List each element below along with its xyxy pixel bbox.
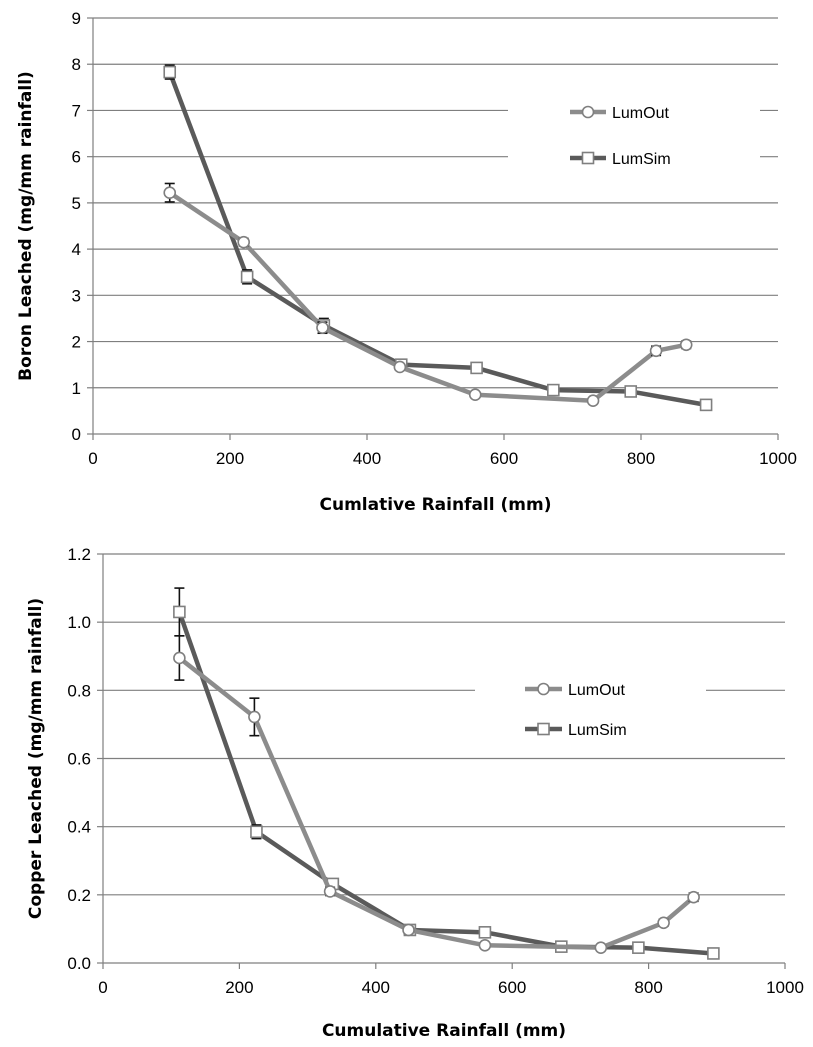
copper-y-tick-label: 0.2 — [67, 886, 91, 905]
boron-x-tick-label: 200 — [216, 449, 244, 468]
copper-y-tick-label: 0.0 — [67, 954, 91, 973]
boron-y-tick-label: 1 — [72, 379, 81, 398]
copper-series-lumout-line — [177, 656, 696, 950]
copper-y-tick-label: 0.6 — [67, 750, 91, 769]
copper-point-lumsim — [478, 926, 492, 939]
boron-point-lumsim — [547, 383, 560, 397]
copper-point-lumsim — [707, 947, 720, 960]
boron-series-lumsim-line — [167, 71, 707, 408]
copper-x-tick-label: 0 — [98, 978, 107, 997]
boron-point-lumout — [393, 360, 407, 374]
boron-y-tick-label: 0 — [72, 425, 81, 444]
boron-x-tick-label: 400 — [353, 449, 381, 468]
boron-y-tick-label: 8 — [72, 55, 81, 74]
copper-x-tick-label: 400 — [362, 978, 390, 997]
boron-x-axis-label: Cumlative Rainfall (mm) — [320, 495, 552, 515]
copper-point-lumout — [402, 923, 415, 937]
boron-point-lumout — [163, 186, 177, 200]
boron-chart: 0 200 400 600 800 1000 0 1 2 3 4 5 6 7 8 9 Cumlative R… — [16, 9, 797, 515]
copper-series-lumsim-line — [177, 611, 714, 956]
boron-legend-marker-lumsim — [581, 151, 595, 165]
boron-y-tick-label: 2 — [72, 333, 81, 352]
copper-point-lumsim — [250, 825, 263, 839]
boron-x-tick-label: 0 — [88, 449, 97, 468]
boron-x-tick-label: 800 — [627, 449, 655, 468]
boron-point-lumout — [237, 235, 250, 249]
copper-x-tick-label: 1000 — [766, 978, 804, 997]
boron-y-axis-label: Boron Leached (mg/mm rainfall) — [16, 71, 36, 381]
copper-point-lumout — [323, 885, 337, 898]
boron-series-lumout-line — [168, 190, 687, 403]
boron-y-tick-label: 7 — [72, 101, 81, 120]
copper-point-lumout — [594, 941, 608, 954]
boron-x-tick-label: 1000 — [759, 449, 797, 468]
boron-point-lumout — [679, 338, 693, 352]
copper-point-lumout — [173, 651, 186, 665]
boron-y-tick-label: 3 — [72, 286, 81, 305]
boron-y-tick-label: 6 — [72, 148, 81, 167]
copper-point-lumsim — [173, 605, 186, 619]
boron-y-tick-label: 4 — [72, 240, 81, 259]
copper-chart: 0 200 400 600 800 1000 0.00.20.40.60.81.01.2 … — [26, 545, 804, 1041]
copper-point-lumout — [657, 916, 670, 930]
boron-point-lumout — [316, 321, 329, 334]
copper-legend-lumout: LumOut — [568, 682, 625, 699]
boron-point-lumsim — [470, 361, 483, 375]
copper-point-lumout — [687, 890, 700, 904]
boron-point-lumout — [649, 344, 663, 358]
copper-legend-lumsim: LumSim — [568, 722, 627, 739]
copper-legend: LumOut LumSim — [525, 682, 627, 739]
boron-legend-marker-lumout — [581, 105, 595, 119]
boron-legend-lumsim: LumSim — [612, 151, 671, 168]
boron-point-lumsim — [240, 270, 254, 284]
boron-point-lumsim — [624, 385, 638, 398]
boron-point-lumsim — [163, 65, 177, 79]
copper-point-lumsim — [632, 941, 645, 954]
copper-x-tick-label: 200 — [225, 978, 253, 997]
boron-point-lumout — [586, 394, 600, 408]
boron-x-tick-label: 600 — [490, 449, 518, 468]
copper-point-lumout — [478, 938, 492, 952]
copper-point-lumout — [248, 710, 261, 724]
copper-legend-marker-lumsim — [537, 722, 550, 736]
boron-y-tick-label: 5 — [72, 194, 81, 213]
boron-y-tick-label: 9 — [72, 9, 81, 28]
copper-y-tick-label: 0.4 — [67, 818, 91, 837]
copper-x-tick-label: 800 — [634, 978, 662, 997]
copper-x-axis-label: Cumulative Rainfall (mm) — [322, 1021, 566, 1041]
copper-y-tick-label: 1.0 — [67, 613, 91, 632]
copper-legend-marker-lumout — [537, 682, 550, 696]
boron-point-lumout — [468, 388, 482, 402]
copper-y-tick-label: 0.8 — [67, 681, 91, 700]
copper-y-axis-label: Copper Leached (mg/mm rainfall) — [26, 598, 46, 919]
boron-legend: LumOut LumSim — [570, 105, 671, 168]
copper-x-tick-label: 600 — [498, 978, 526, 997]
boron-legend-lumout: LumOut — [612, 105, 669, 122]
copper-y-tick-label: 1.2 — [67, 545, 91, 564]
boron-point-lumsim — [699, 398, 713, 412]
